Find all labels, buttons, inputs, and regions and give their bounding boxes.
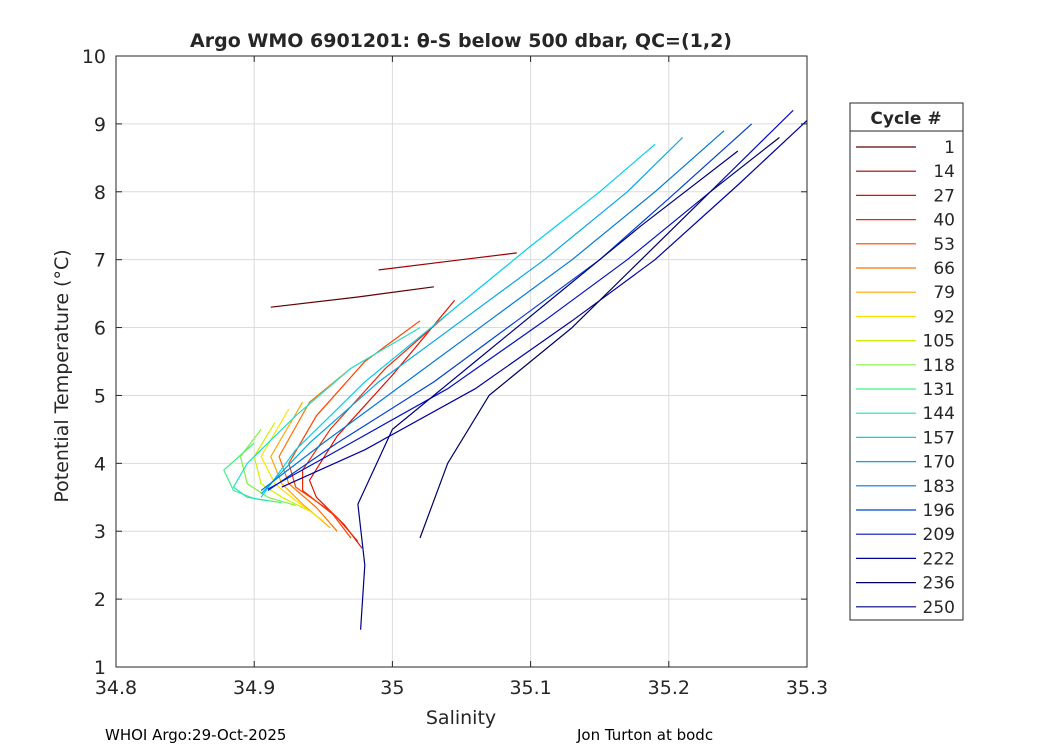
series-line-cycle-1 (270, 286, 434, 308)
y-tick-label: 5 (94, 385, 106, 407)
y-tick-label: 7 (94, 250, 106, 272)
y-tick-label: 10 (82, 46, 106, 68)
legend-label-cycle-79: 79 (933, 283, 955, 303)
footer-right: Jon Turton at bodc (577, 726, 714, 744)
x-tick-label: 35.2 (648, 677, 690, 699)
legend-label-cycle-105: 105 (923, 332, 955, 352)
series-line-cycle-144 (232, 327, 421, 502)
x-tick-label: 34.8 (95, 677, 137, 699)
y-tick-label: 9 (94, 114, 106, 136)
footer-left: WHOI Argo:29-Oct-2025 (105, 726, 287, 744)
legend-label-cycle-157: 157 (923, 428, 955, 448)
legend-label-cycle-222: 222 (923, 549, 955, 569)
y-tick-label: 1 (94, 657, 106, 679)
x-tick-label: 34.9 (233, 677, 275, 699)
series-line-cycle-53 (288, 320, 421, 539)
legend-label-cycle-209: 209 (923, 525, 955, 545)
series-line-cycle-27 (308, 300, 456, 549)
legend-label-cycle-236: 236 (923, 574, 955, 594)
x-axis-label: Salinity (426, 707, 496, 729)
y-tick-label: 3 (94, 521, 106, 543)
series-line-cycle-236 (419, 137, 780, 539)
axes-frame (115, 55, 808, 668)
series-line-cycle-250 (357, 150, 739, 630)
legend-title: Cycle # (870, 109, 941, 129)
series-line-cycle-196 (267, 123, 753, 491)
legend: Cycle # 1 14 27 40 53 66 79 92 105 118 131 144 157 17… (849, 102, 964, 621)
series-lines (223, 109, 808, 630)
y-tick-label: 6 (94, 318, 106, 340)
x-tick-label: 35.1 (509, 677, 551, 699)
series-line-cycle-183 (260, 130, 725, 491)
legend-label-cycle-170: 170 (923, 453, 955, 473)
series-line-cycle-105 (253, 422, 310, 512)
axis-ticks: 34.8 34.9 35 35.1 35.2 35.3 1 2 3 4 5 6 7 8 9 10 (82, 46, 828, 699)
legend-label-cycle-40: 40 (933, 211, 955, 231)
chart-title: Argo WMO 6901201: θ-S below 500 dbar, QC… (190, 30, 732, 52)
series-line-cycle-222 (281, 120, 808, 488)
y-tick-label: 8 (94, 182, 106, 204)
x-tick-label: 35 (380, 677, 404, 699)
legend-label-cycle-53: 53 (933, 235, 955, 255)
legend-label-cycle-131: 131 (923, 380, 955, 400)
legend-label-cycle-144: 144 (923, 404, 955, 424)
series-line-cycle-170 (260, 137, 684, 495)
legend-label-cycle-250: 250 (923, 598, 955, 618)
series-line-cycle-157 (260, 143, 656, 498)
legend-label-cycle-118: 118 (923, 356, 955, 376)
legend-label-cycle-196: 196 (923, 501, 955, 521)
legend-label-cycle-66: 66 (933, 259, 955, 279)
y-tick-label: 2 (94, 589, 106, 611)
series-line-cycle-14 (378, 252, 517, 271)
grid-lines (115, 55, 808, 668)
x-tick-label: 35.3 (786, 677, 828, 699)
legend-label-cycle-92: 92 (933, 307, 955, 327)
series-line-cycle-118 (239, 429, 296, 506)
legend-label-cycle-27: 27 (933, 186, 955, 206)
y-tick-label: 4 (94, 453, 106, 475)
legend-label-cycle-14: 14 (933, 162, 955, 182)
legend-label-cycle-183: 183 (923, 477, 955, 497)
y-axis-label: Potential Temperature (°C) (51, 249, 73, 502)
legend-label-cycle-1: 1 (944, 138, 955, 158)
